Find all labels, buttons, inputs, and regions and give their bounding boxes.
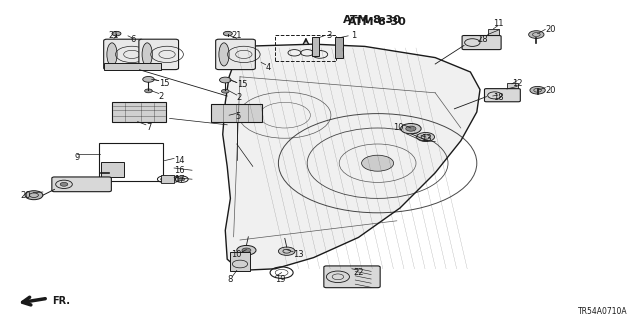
Circle shape [179, 178, 185, 181]
Text: 13: 13 [293, 250, 304, 259]
Text: 1: 1 [351, 31, 356, 40]
Bar [275, 35, 336, 61]
Circle shape [417, 132, 435, 141]
Circle shape [60, 182, 68, 186]
Text: 16: 16 [174, 166, 185, 175]
FancyBboxPatch shape [52, 177, 111, 192]
Text: 11: 11 [493, 19, 503, 28]
Circle shape [401, 124, 421, 134]
Circle shape [220, 77, 231, 83]
Text: 15: 15 [159, 79, 169, 88]
FancyBboxPatch shape [104, 39, 143, 70]
Text: 10: 10 [393, 123, 403, 132]
Text: 3: 3 [326, 31, 332, 40]
Bar [99, 143, 163, 181]
FancyBboxPatch shape [324, 266, 380, 288]
Text: 20: 20 [20, 191, 31, 200]
Text: ATM-8-30: ATM-8-30 [348, 17, 407, 28]
Circle shape [221, 89, 229, 93]
Text: 21: 21 [232, 31, 242, 40]
Bar [104, 63, 161, 70]
FancyBboxPatch shape [216, 39, 255, 70]
Bar [161, 175, 174, 183]
Text: FR.: FR. [52, 296, 70, 306]
Text: 15: 15 [237, 80, 247, 89]
Text: 17: 17 [174, 175, 185, 184]
Text: ATM-8-30: ATM-8-30 [343, 15, 402, 26]
Circle shape [242, 248, 251, 252]
Circle shape [143, 76, 154, 82]
Text: 18: 18 [477, 35, 487, 44]
Text: 8: 8 [227, 275, 232, 284]
Text: 6: 6 [131, 35, 136, 44]
Circle shape [145, 89, 152, 93]
Text: 7: 7 [146, 123, 151, 132]
Bar [211, 104, 262, 122]
Circle shape [25, 191, 43, 200]
Text: 10: 10 [232, 250, 242, 259]
Text: 20: 20 [545, 25, 556, 34]
Text: 14: 14 [174, 156, 184, 165]
Circle shape [406, 126, 416, 131]
Bar [101, 162, 124, 177]
Text: 9: 9 [74, 153, 79, 162]
Bar [312, 37, 319, 56]
Text: 4: 4 [266, 63, 271, 72]
Circle shape [529, 31, 544, 38]
Text: 2: 2 [159, 92, 164, 100]
Text: 19: 19 [275, 275, 285, 284]
FancyBboxPatch shape [139, 39, 179, 70]
Circle shape [278, 247, 295, 255]
Ellipse shape [107, 43, 117, 66]
Ellipse shape [142, 43, 152, 66]
Circle shape [237, 245, 256, 255]
Text: 20: 20 [545, 86, 556, 95]
Bar [507, 83, 518, 90]
Circle shape [362, 155, 394, 171]
Bar [230, 252, 250, 271]
Ellipse shape [219, 43, 229, 66]
Text: 22: 22 [353, 268, 364, 277]
Circle shape [112, 31, 121, 36]
Text: 13: 13 [421, 134, 432, 143]
Text: 21: 21 [109, 31, 119, 40]
Text: 5: 5 [236, 112, 241, 121]
Bar [488, 29, 499, 38]
Text: TR54A0710A: TR54A0710A [577, 307, 627, 316]
Text: 2: 2 [237, 93, 242, 102]
Circle shape [530, 86, 545, 94]
Bar [335, 37, 343, 58]
Text: 18: 18 [493, 93, 503, 102]
Text: 12: 12 [512, 79, 522, 88]
FancyBboxPatch shape [484, 89, 520, 102]
Circle shape [161, 178, 167, 181]
Polygon shape [223, 44, 480, 270]
Bar [112, 102, 166, 122]
FancyBboxPatch shape [462, 36, 501, 50]
Circle shape [223, 31, 232, 36]
Circle shape [170, 178, 176, 181]
